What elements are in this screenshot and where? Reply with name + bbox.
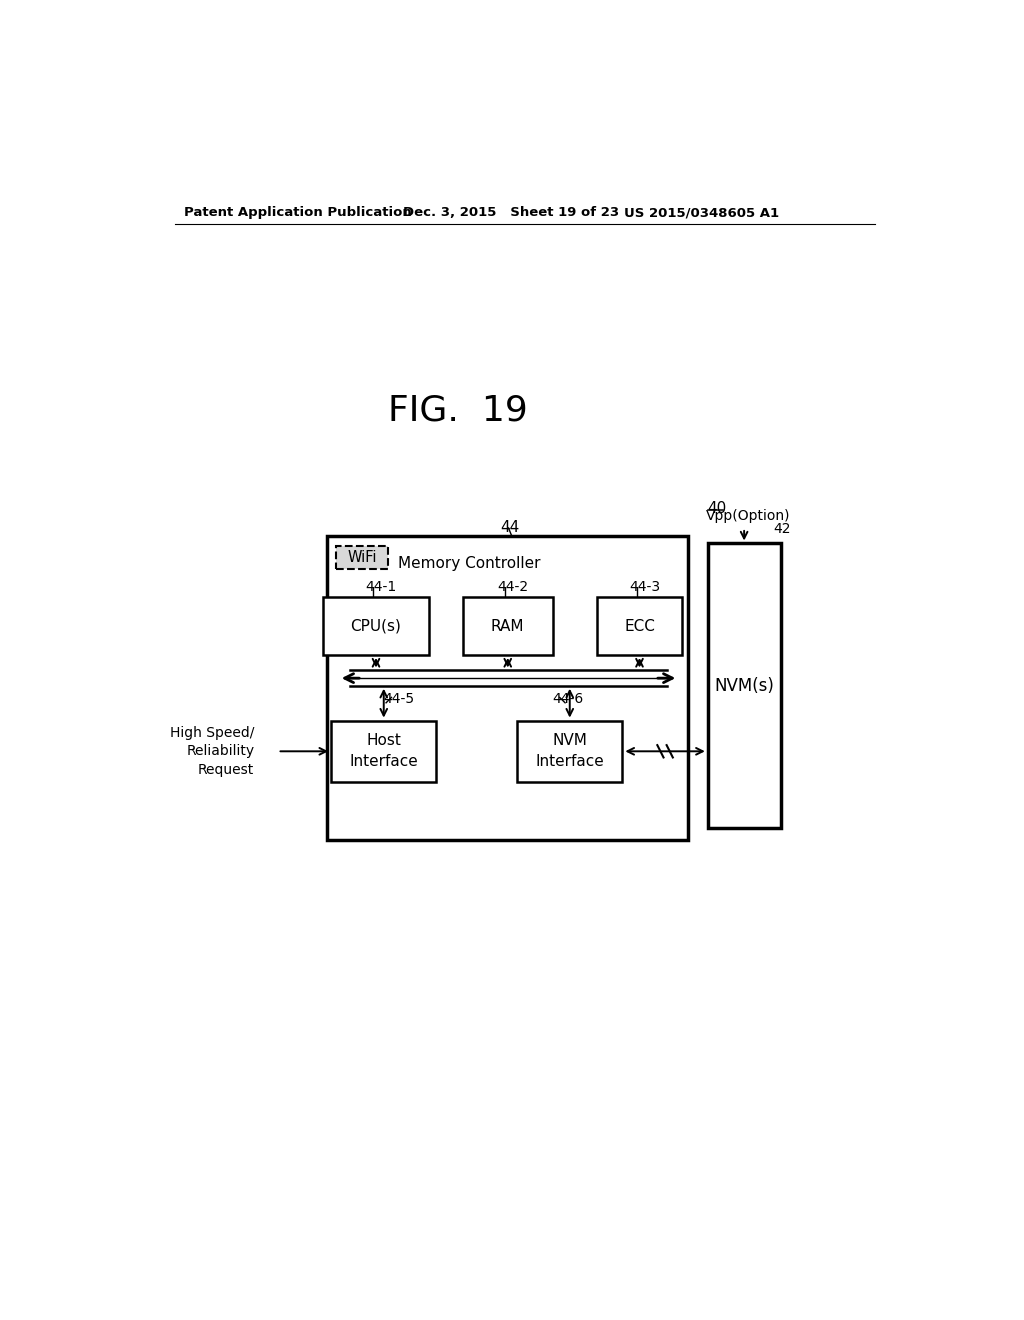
Text: RAM: RAM: [490, 619, 524, 634]
Text: 40: 40: [708, 502, 727, 516]
Text: ECC: ECC: [624, 619, 655, 634]
Bar: [328, 536, 687, 840]
Text: 44-6: 44-6: [553, 692, 584, 706]
Text: NVM
Interface: NVM Interface: [536, 734, 604, 770]
Text: 44-3: 44-3: [630, 579, 660, 594]
Text: Patent Application Publication: Patent Application Publication: [183, 206, 412, 219]
Bar: [597, 598, 682, 655]
Text: Dec. 3, 2015   Sheet 19 of 23: Dec. 3, 2015 Sheet 19 of 23: [403, 206, 620, 219]
Bar: [517, 721, 623, 781]
Text: US 2015/0348605 A1: US 2015/0348605 A1: [624, 206, 779, 219]
Text: WiFi: WiFi: [347, 549, 377, 565]
Bar: [463, 598, 553, 655]
Text: Memory Controller: Memory Controller: [397, 556, 541, 570]
Bar: [331, 721, 436, 781]
Text: 44-2: 44-2: [497, 579, 528, 594]
Text: 42: 42: [773, 521, 792, 536]
Text: FIG.  19: FIG. 19: [387, 393, 527, 428]
Text: Host
Interface: Host Interface: [349, 734, 418, 770]
Bar: [708, 544, 781, 829]
Text: 44-5: 44-5: [384, 692, 415, 706]
Text: Vpp(Option): Vpp(Option): [706, 508, 791, 523]
Text: CPU(s): CPU(s): [350, 619, 401, 634]
Text: High Speed/
Reliability
Request: High Speed/ Reliability Request: [170, 726, 254, 776]
Text: 44-1: 44-1: [366, 579, 396, 594]
Text: NVM(s): NVM(s): [715, 677, 774, 694]
Bar: [324, 598, 429, 655]
FancyBboxPatch shape: [336, 545, 388, 569]
Text: 44: 44: [501, 520, 520, 536]
